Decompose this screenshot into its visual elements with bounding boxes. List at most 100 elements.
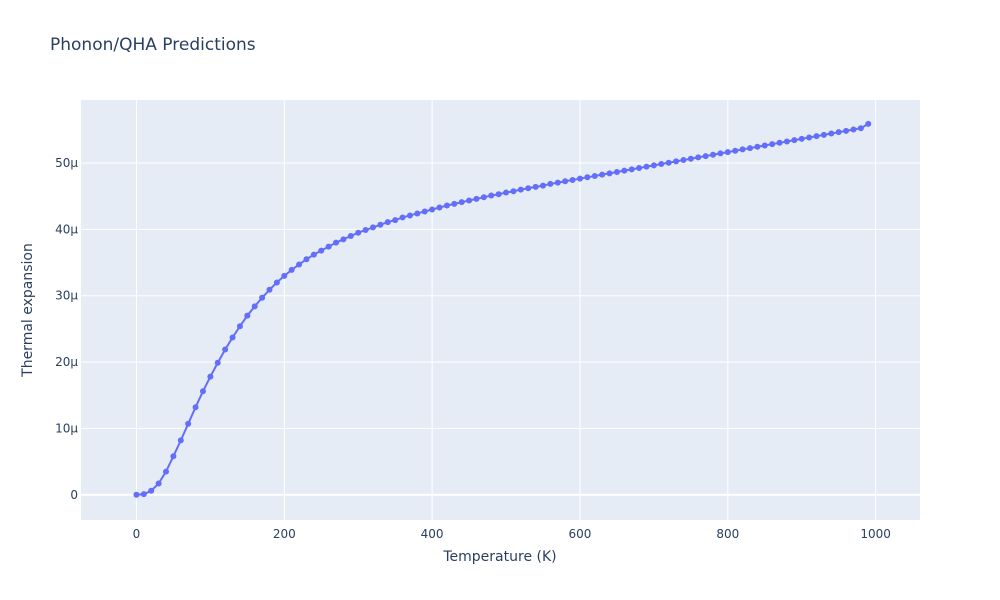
data-point	[820, 131, 827, 138]
data-point	[199, 388, 206, 395]
data-point	[621, 167, 628, 174]
data-point	[303, 256, 310, 263]
data-point	[806, 134, 813, 141]
data-point	[192, 404, 199, 411]
x-tick-label: 1000	[860, 527, 891, 541]
data-point	[318, 247, 325, 254]
data-point	[717, 150, 724, 157]
y-tick-label: 50μ	[55, 156, 78, 170]
data-point	[850, 126, 857, 133]
data-point	[436, 204, 443, 211]
data-point	[495, 191, 502, 198]
data-point	[163, 468, 170, 475]
data-point	[185, 420, 192, 427]
data-point	[813, 133, 820, 140]
data-point	[480, 194, 487, 201]
plot-area	[81, 100, 920, 520]
data-point	[170, 453, 177, 460]
data-point	[665, 159, 672, 166]
data-point	[325, 243, 332, 250]
data-point	[377, 221, 384, 228]
data-point	[443, 202, 450, 209]
data-point	[333, 239, 340, 246]
data-point	[569, 176, 576, 183]
data-point	[244, 312, 251, 319]
x-tick-label: 400	[421, 527, 444, 541]
data-point	[562, 178, 569, 185]
data-point	[251, 303, 258, 310]
data-point	[843, 127, 850, 134]
data-point	[310, 251, 317, 258]
y-axis-title: Thermal expansion	[20, 243, 36, 378]
data-point	[362, 227, 369, 234]
data-point	[510, 188, 517, 195]
data-point	[599, 171, 606, 178]
data-point	[687, 155, 694, 162]
data-point	[636, 165, 643, 172]
data-point	[828, 130, 835, 137]
y-tick-label: 20μ	[55, 355, 78, 369]
data-point	[288, 266, 295, 273]
data-point	[177, 437, 184, 444]
data-point	[613, 168, 620, 175]
data-point	[783, 138, 790, 145]
data-point	[392, 217, 399, 224]
data-point	[340, 236, 347, 243]
y-tick-label: 40μ	[55, 222, 78, 236]
data-point	[540, 182, 547, 189]
data-point	[414, 210, 421, 217]
data-point	[466, 197, 473, 204]
data-point	[591, 172, 598, 179]
series-group	[133, 120, 872, 498]
data-point	[259, 294, 266, 301]
data-point	[769, 141, 776, 148]
data-point	[273, 279, 280, 286]
data-point	[650, 162, 657, 169]
y-tick-label: 0	[70, 488, 78, 502]
data-point	[776, 139, 783, 146]
series-line	[136, 123, 869, 496]
data-point	[133, 491, 140, 498]
data-point	[739, 146, 746, 153]
data-point	[584, 174, 591, 181]
data-point	[835, 129, 842, 136]
data-point	[429, 206, 436, 213]
data-point	[606, 170, 613, 177]
data-point	[281, 272, 288, 279]
data-point	[547, 180, 554, 187]
data-point	[517, 186, 524, 193]
data-point	[680, 157, 687, 164]
data-point	[229, 334, 236, 341]
data-point	[488, 192, 495, 199]
x-tick-labels: 0 200 400 600 800 1000	[133, 527, 891, 541]
data-point	[503, 189, 510, 196]
data-point	[865, 120, 872, 127]
data-point	[384, 219, 391, 226]
chart-title: Phonon/QHA Predictions	[50, 35, 256, 55]
data-point	[406, 212, 413, 219]
data-point	[791, 137, 798, 144]
data-point	[369, 224, 376, 231]
data-point	[702, 153, 709, 160]
data-point	[458, 199, 465, 206]
data-point	[155, 480, 162, 487]
data-point	[399, 214, 406, 221]
data-point	[746, 145, 753, 152]
data-point	[421, 208, 428, 215]
data-point	[473, 195, 480, 202]
x-tick-label: 0	[133, 527, 141, 541]
data-point	[554, 179, 561, 186]
data-point	[628, 166, 635, 173]
data-point	[576, 175, 583, 182]
data-point	[732, 147, 739, 154]
data-point	[532, 183, 539, 190]
y-tick-label: 10μ	[55, 421, 78, 435]
data-point	[754, 143, 761, 150]
data-point	[695, 154, 702, 161]
data-point	[761, 142, 768, 149]
data-point	[643, 163, 650, 170]
data-point	[148, 487, 155, 494]
data-point	[658, 161, 665, 168]
data-point	[266, 286, 273, 293]
data-point	[214, 359, 221, 366]
